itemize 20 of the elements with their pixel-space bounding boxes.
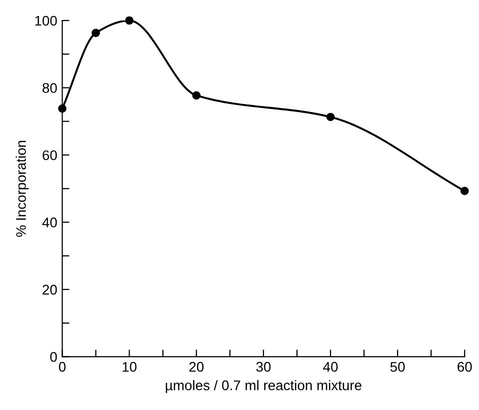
- x-axis-title: µmoles / 0.7 ml reaction mixture: [166, 380, 362, 394]
- point: [92, 28, 100, 38]
- x-tick-label: 60: [458, 362, 472, 372]
- x-tick-label: 10: [122, 362, 137, 372]
- y-axis-title: % Incorporation: [16, 140, 29, 237]
- point: [125, 16, 134, 25]
- x-tick-label: 50: [390, 362, 405, 372]
- y-tick-label: 60: [42, 150, 57, 160]
- point: [326, 112, 335, 122]
- y-tick-label: 20: [42, 284, 57, 295]
- y-tick-label: 40: [42, 218, 57, 228]
- point: [460, 186, 469, 196]
- y-tick-label: 0: [50, 352, 57, 362]
- x-tick-label: 40: [323, 362, 338, 372]
- x-tick-label: 0: [58, 362, 66, 372]
- y-tick-label: 100: [35, 16, 57, 26]
- y-tick-label: 80: [42, 83, 57, 93]
- point: [192, 91, 201, 100]
- x-tick-label: 30: [256, 362, 271, 372]
- x-tick-label: 20: [189, 362, 204, 372]
